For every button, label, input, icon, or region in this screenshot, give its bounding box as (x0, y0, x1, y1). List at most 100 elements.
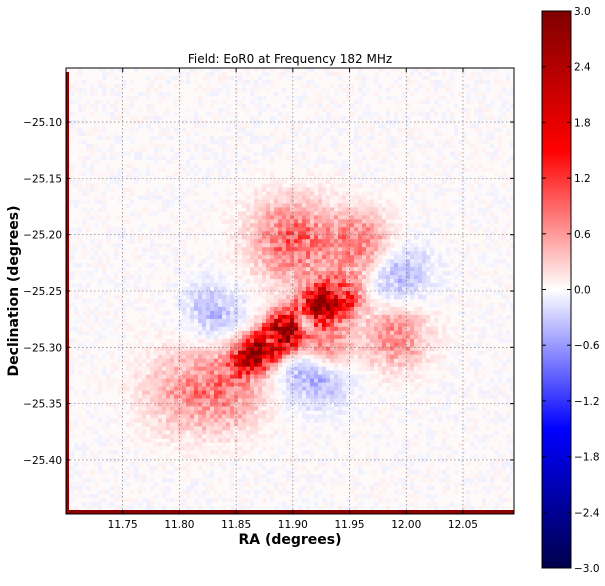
heatmap-cell (218, 306, 223, 312)
heatmap-cell (138, 155, 143, 160)
heatmap-cell (170, 362, 175, 368)
heatmap-cell (350, 334, 355, 340)
heatmap-cell (278, 326, 283, 332)
heatmap-cell (314, 358, 319, 364)
heatmap-cell (310, 366, 315, 372)
heatmap-cell (242, 203, 247, 208)
heatmap-cell (274, 430, 279, 435)
heatmap-cell (186, 358, 191, 364)
heatmap-cell (190, 350, 195, 356)
heatmap-cell (318, 191, 323, 196)
heatmap-cell (270, 195, 275, 200)
heatmap-cell (142, 358, 147, 364)
heatmap-cell (198, 462, 203, 467)
heatmap-cell (106, 310, 111, 316)
heatmap-cell (210, 414, 215, 419)
heatmap-cell (338, 195, 343, 200)
heatmap-cell (166, 398, 171, 403)
heatmap-cell (82, 223, 87, 228)
heatmap-cell (162, 426, 167, 431)
heatmap-cell (242, 490, 247, 495)
heatmap-cell (246, 259, 251, 264)
heatmap-cell (122, 430, 127, 435)
heatmap-cell (250, 267, 255, 272)
heatmap-cell (150, 119, 155, 125)
heatmap-cell (154, 366, 159, 372)
heatmap-cell (138, 474, 143, 479)
heatmap-cell (162, 370, 167, 376)
heatmap-cell (266, 275, 271, 280)
heatmap-cell (282, 279, 287, 284)
heatmap-cell (154, 199, 159, 204)
heatmap-cell (218, 478, 223, 483)
heatmap-cell (222, 279, 227, 284)
heatmap-cell (230, 147, 235, 153)
heatmap-cell (190, 287, 195, 292)
heatmap-cell (270, 179, 275, 184)
heatmap-cell (266, 386, 271, 391)
heatmap-cell (218, 171, 223, 176)
heatmap-cell (318, 334, 323, 340)
heatmap-cell (310, 378, 315, 383)
heatmap-cell (310, 350, 315, 356)
heatmap-cell (230, 207, 235, 212)
heatmap-cell (74, 422, 79, 427)
heatmap-cell (110, 263, 115, 268)
heatmap-cell (146, 235, 151, 240)
heatmap-cell (150, 366, 155, 372)
heatmap-cell (258, 370, 263, 376)
heatmap-cell (214, 426, 219, 431)
heatmap-cell (258, 450, 263, 455)
heatmap-cell (274, 239, 279, 244)
heatmap-cell (154, 111, 159, 117)
heatmap-cell (294, 334, 299, 340)
heatmap-cell (266, 271, 271, 276)
heatmap-cell (158, 454, 163, 459)
heatmap-cell (222, 386, 227, 391)
heatmap-cell (326, 279, 331, 284)
heatmap-cell (138, 330, 143, 336)
heatmap-cell (182, 354, 187, 360)
heatmap-cell (246, 167, 251, 172)
heatmap-cell (70, 167, 75, 172)
heatmap-cell (238, 103, 243, 109)
heatmap-cell (166, 199, 171, 204)
heatmap-cell (210, 167, 215, 172)
heatmap-cell (286, 95, 291, 101)
heatmap-cell (230, 75, 235, 81)
heatmap-cell (90, 342, 95, 348)
heatmap-cell (142, 247, 147, 252)
heatmap-cell (214, 458, 219, 463)
heatmap-cell (246, 358, 251, 364)
heatmap-cell (286, 259, 291, 264)
heatmap-cell (218, 370, 223, 376)
heatmap-cell (102, 75, 107, 81)
heatmap-cell (202, 227, 207, 232)
heatmap-cell (214, 306, 219, 312)
heatmap-cell (326, 402, 331, 407)
heatmap-cell (334, 223, 339, 228)
heatmap-cell (298, 370, 303, 376)
heatmap-cell (298, 95, 303, 101)
heatmap-cell (294, 386, 299, 391)
heatmap-cell (126, 362, 131, 368)
heatmap-cell (294, 370, 299, 376)
heatmap-cell (302, 414, 307, 419)
heatmap-cell (82, 350, 87, 356)
heatmap-cell (330, 211, 335, 216)
heatmap-cell (338, 378, 343, 383)
heatmap-cell (318, 402, 323, 407)
heatmap-cell (190, 398, 195, 403)
heatmap-cell (318, 131, 323, 137)
heatmap-cell (246, 342, 251, 348)
heatmap-cell (250, 382, 255, 387)
heatmap-cell (250, 239, 255, 244)
heatmap-cell (234, 115, 239, 121)
heatmap-cell (274, 187, 279, 192)
heatmap-cell (246, 398, 251, 403)
heatmap-cell (238, 338, 243, 344)
heatmap-cell (82, 310, 87, 316)
heatmap-cell (262, 402, 267, 407)
heatmap-cell (246, 287, 251, 292)
heatmap-cell (102, 68, 107, 73)
